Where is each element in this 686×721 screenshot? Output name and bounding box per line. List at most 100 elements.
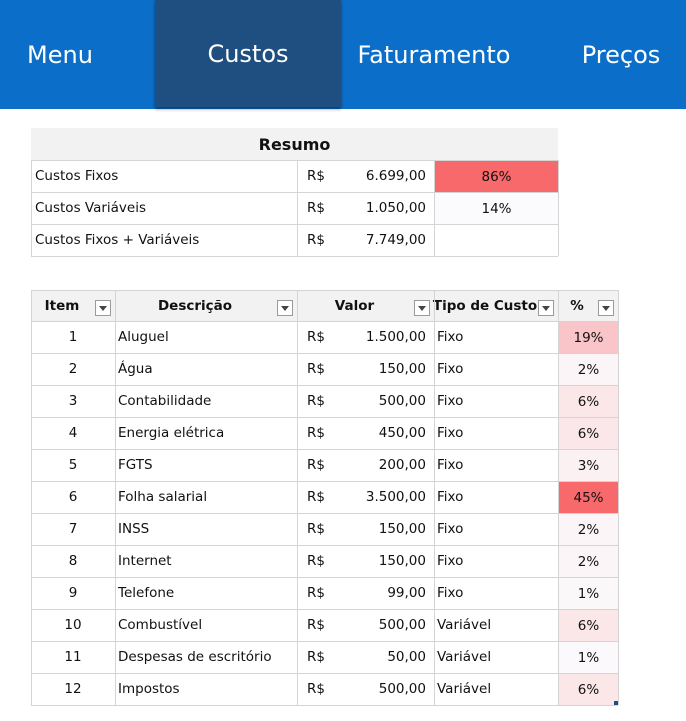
cell-item: 2 — [68, 361, 78, 377]
resumo-value: 7.749,00 — [365, 232, 426, 248]
cell-descricao: Combustível — [118, 617, 203, 633]
resumo-label: Custos Variáveis — [35, 200, 147, 216]
cell-descricao: Despesas de escritório — [118, 649, 272, 665]
cell-currency: R$ — [307, 649, 325, 665]
nav-faturamento-label: Faturamento — [357, 40, 511, 69]
cell-percent: 45% — [559, 482, 618, 513]
resumo-border-right — [558, 160, 559, 256]
cell-tipo: Fixo — [437, 553, 464, 569]
cell-currency: R$ — [307, 681, 325, 697]
custos-header-row — [31, 290, 618, 321]
dropdown-arrow-icon — [542, 305, 550, 311]
filter-dropdown-button-descricao[interactable] — [277, 300, 293, 316]
resumo-row-divider — [31, 160, 558, 161]
row-divider — [31, 609, 618, 610]
resumo-label: Custos Fixos — [35, 168, 119, 184]
header-valor: Valor — [334, 297, 375, 314]
nav-menu-button[interactable]: Menu — [0, 0, 120, 109]
cell-descricao: Contabilidade — [118, 393, 212, 409]
cell-item: 10 — [64, 617, 82, 633]
row-divider — [31, 353, 618, 354]
filter-dropdown-button-item[interactable] — [95, 300, 111, 316]
resumo-pct: 14% — [435, 193, 558, 224]
cell-descricao: Folha salarial — [118, 489, 208, 505]
cell-currency: R$ — [307, 393, 325, 409]
cell-currency: R$ — [307, 361, 325, 377]
cell-item: 9 — [68, 585, 78, 601]
resumo-pct: 86% — [435, 161, 558, 192]
cell-percent: 2% — [559, 354, 618, 385]
cell-descricao: Telefone — [118, 585, 175, 601]
dropdown-arrow-icon — [99, 305, 107, 311]
cell-valor: 500,00 — [378, 617, 426, 633]
cell-descricao: Energia elétrica — [118, 425, 225, 441]
cell-descricao: Aluguel — [118, 329, 169, 345]
cell-tipo: Fixo — [437, 329, 464, 345]
cell-valor: 99,00 — [387, 585, 426, 601]
cell-item: 12 — [64, 681, 82, 697]
dropdown-arrow-icon — [602, 305, 610, 311]
cell-tipo: Variável — [437, 681, 492, 697]
cell-tipo: Fixo — [437, 585, 464, 601]
resumo-row-divider — [31, 224, 558, 225]
resumo-label: Custos Fixos + Variáveis — [35, 232, 200, 248]
cell-item: 8 — [68, 553, 78, 569]
cell-percent: 6% — [559, 418, 618, 449]
cell-valor: 150,00 — [378, 553, 426, 569]
cell-valor: 200,00 — [378, 457, 426, 473]
cell-tipo: Fixo — [437, 425, 464, 441]
nav-custos-button[interactable]: Custos — [155, 0, 341, 107]
cell-valor: 500,00 — [378, 393, 426, 409]
header-item: Item — [44, 297, 80, 314]
cell-percent: 6% — [559, 610, 618, 641]
row-divider — [31, 481, 618, 482]
column-divider — [618, 290, 619, 705]
cell-currency: R$ — [307, 617, 325, 633]
cell-currency: R$ — [307, 585, 325, 601]
cell-currency: R$ — [307, 489, 325, 505]
resumo-currency: R$ — [307, 232, 325, 248]
nav-precos-button[interactable]: Preços — [556, 0, 686, 109]
row-divider — [31, 513, 618, 514]
resumo-col-divider — [297, 160, 298, 256]
cell-valor: 150,00 — [378, 521, 426, 537]
cell-currency: R$ — [307, 457, 325, 473]
row-divider — [31, 321, 618, 322]
cell-descricao: FGTS — [118, 457, 153, 473]
cell-item: 5 — [68, 457, 78, 473]
dropdown-arrow-icon — [418, 305, 426, 311]
header-descricao: Descrição — [157, 297, 233, 314]
resumo-value: 6.699,00 — [365, 168, 426, 184]
cell-tipo: Variável — [437, 617, 492, 633]
nav-faturamento-button[interactable]: Faturamento — [341, 0, 527, 109]
cell-item: 1 — [68, 329, 78, 345]
cell-item: 6 — [68, 489, 78, 505]
resumo-value: 1.050,00 — [365, 200, 426, 216]
filter-dropdown-button-percent[interactable] — [598, 300, 614, 316]
table-resize-handle[interactable] — [614, 701, 618, 705]
resumo-pct — [435, 225, 558, 256]
cell-percent: 2% — [559, 514, 618, 545]
top-navigation-bar: Menu Custos Faturamento Preços — [0, 0, 686, 109]
cell-descricao: Água — [118, 361, 153, 377]
row-divider — [31, 673, 618, 674]
cell-currency: R$ — [307, 521, 325, 537]
filter-dropdown-button-tipo-de-custo[interactable] — [538, 300, 554, 316]
row-divider — [31, 545, 618, 546]
cell-currency: R$ — [307, 425, 325, 441]
cell-percent: 1% — [559, 578, 618, 609]
cell-currency: R$ — [307, 329, 325, 345]
resumo-currency: R$ — [307, 200, 325, 216]
cell-descricao: Impostos — [118, 681, 180, 697]
cell-tipo: Fixo — [437, 457, 464, 473]
resumo-currency: R$ — [307, 168, 325, 184]
resumo-col-divider — [434, 160, 435, 256]
cell-percent: 19% — [559, 322, 618, 353]
dropdown-arrow-icon — [281, 305, 289, 311]
cell-tipo: Fixo — [437, 521, 464, 537]
filter-dropdown-button-valor[interactable] — [414, 300, 430, 316]
nav-precos-label: Preços — [581, 40, 661, 69]
cell-item: 3 — [68, 393, 78, 409]
row-divider — [31, 385, 618, 386]
column-divider — [434, 290, 435, 705]
